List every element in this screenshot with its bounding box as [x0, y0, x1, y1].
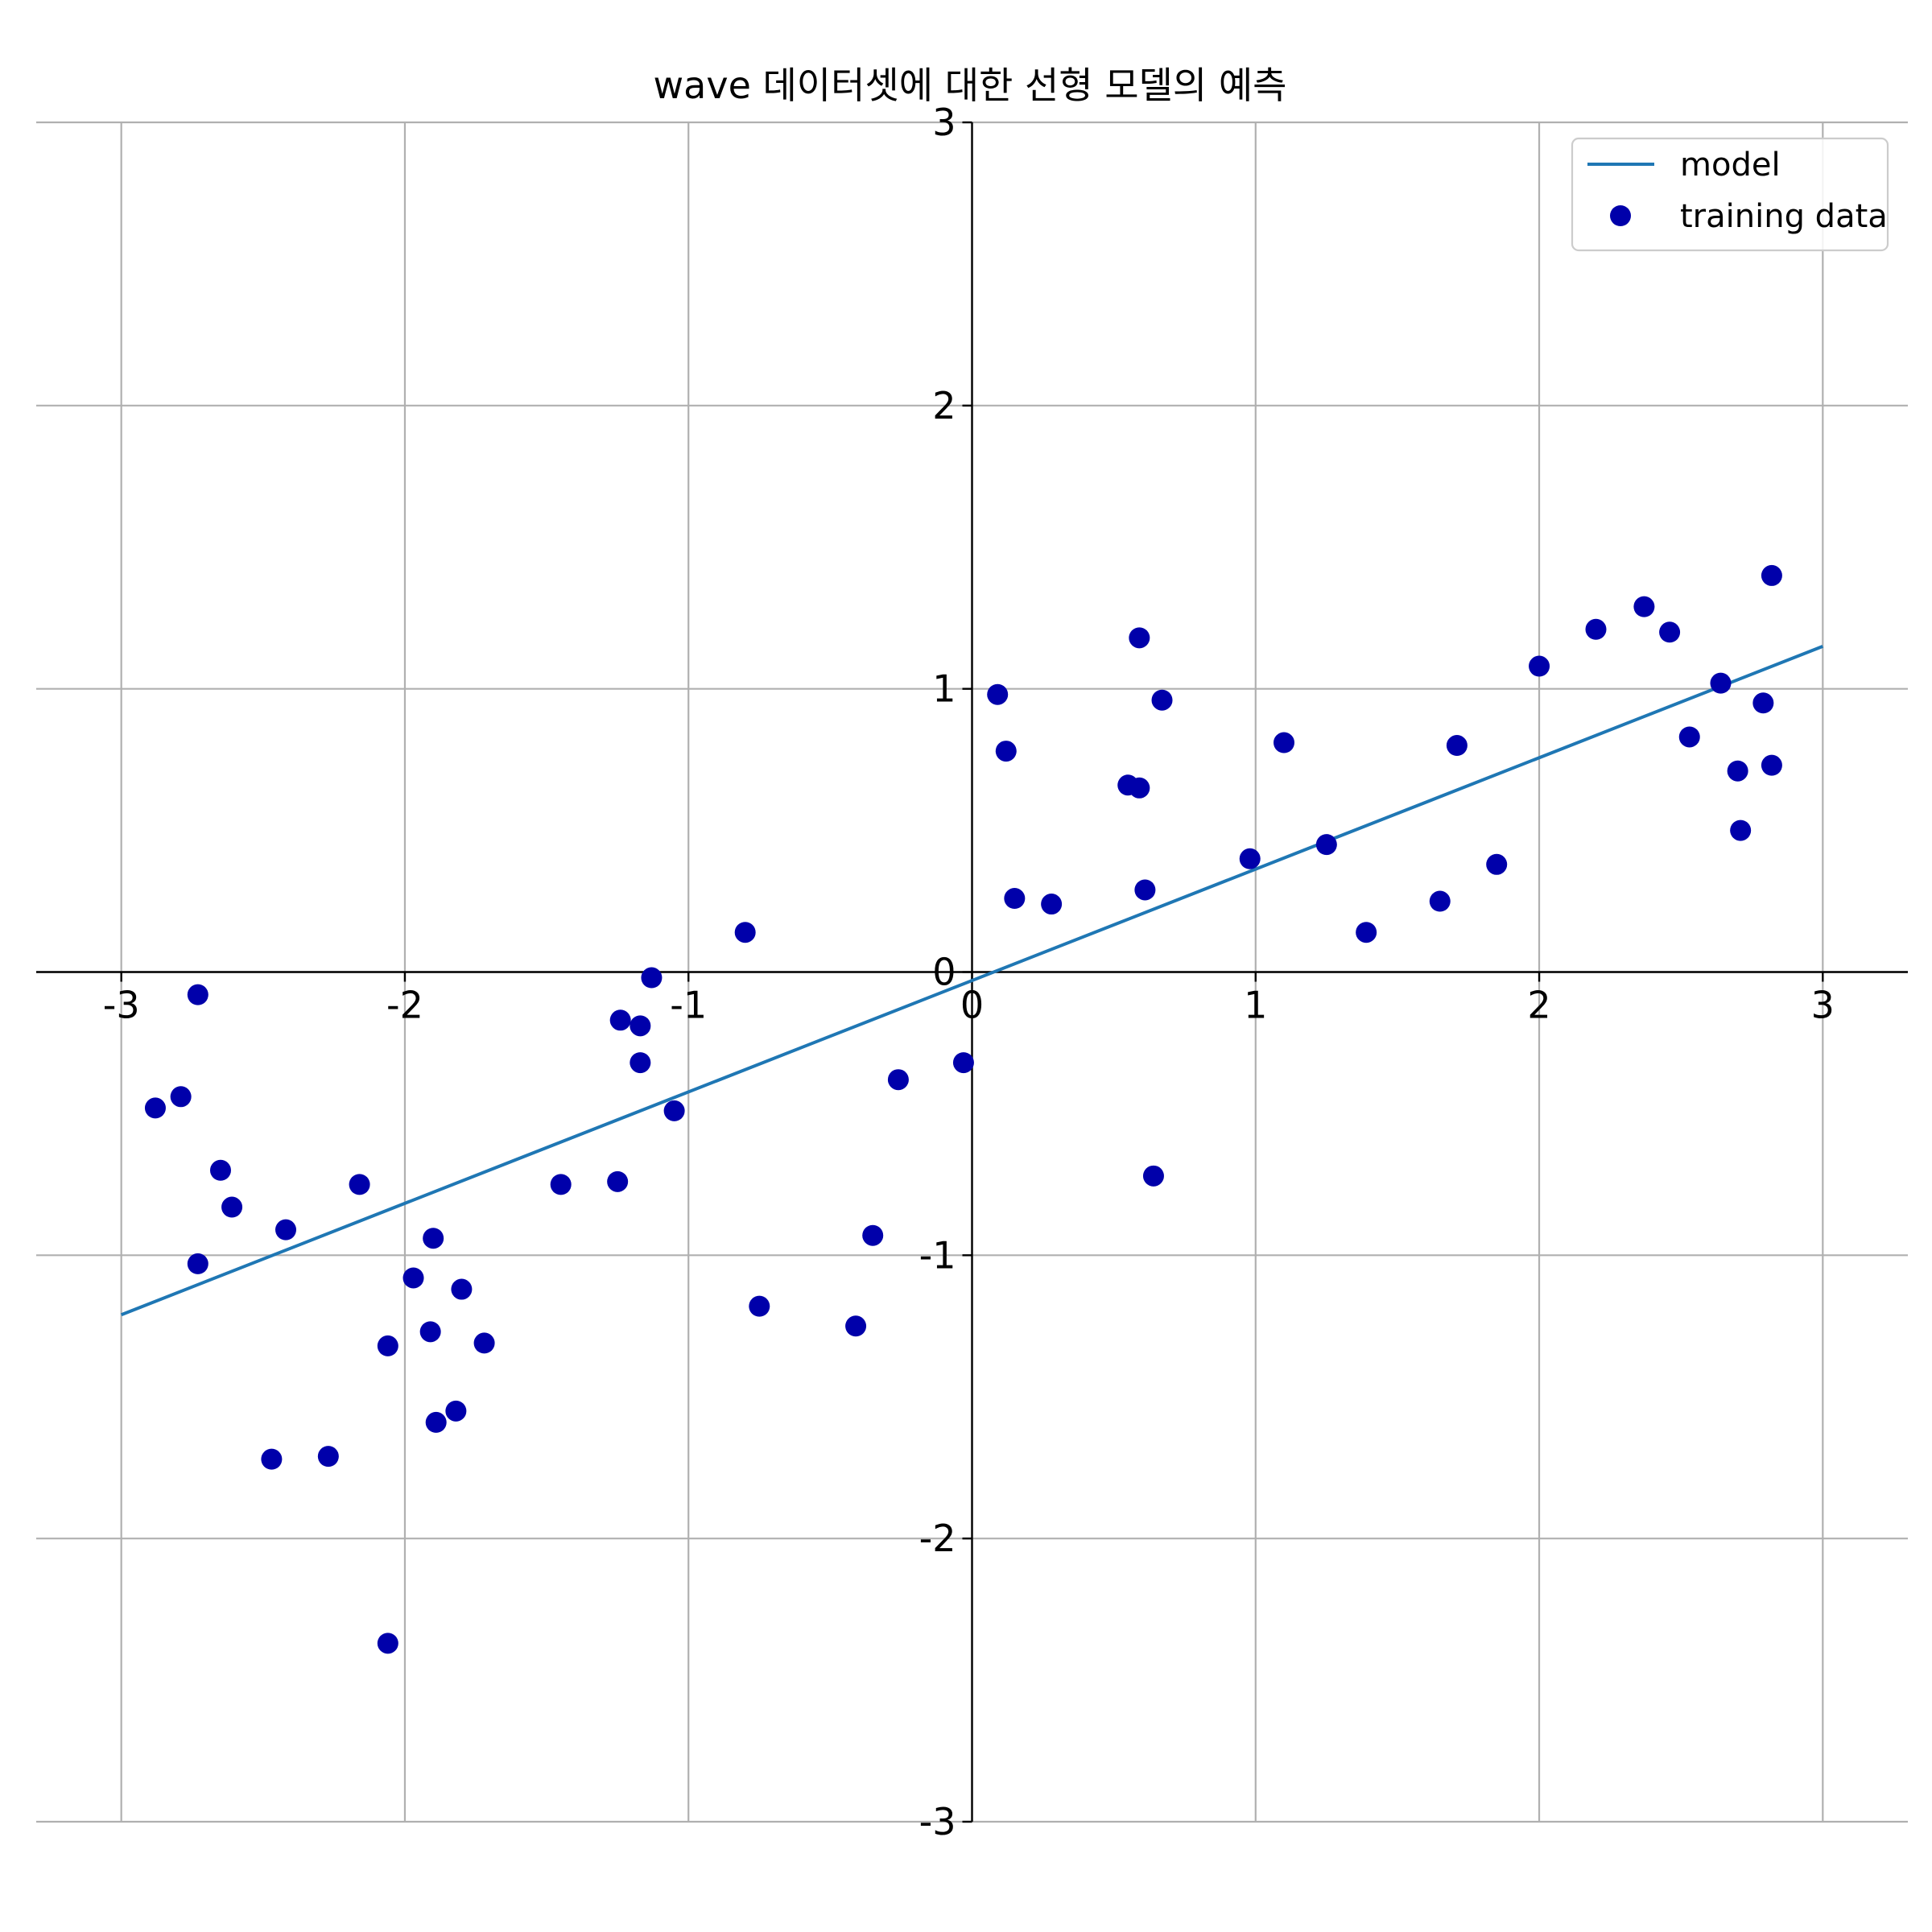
x-tick-label: -1: [670, 984, 707, 1027]
data-point: [1486, 853, 1508, 875]
data-point: [419, 1321, 441, 1343]
chart-title: wave 데이터셋에 대한 선형 모델의 예측: [654, 64, 1287, 107]
legend-box: [1571, 137, 1889, 252]
data-point: [630, 1052, 651, 1074]
data-point: [749, 1295, 770, 1317]
data-point: [1446, 735, 1468, 757]
data-point: [187, 1253, 208, 1274]
data-point: [144, 1097, 166, 1119]
data-point: [1356, 922, 1377, 943]
data-point: [425, 1411, 447, 1433]
data-point: [1142, 1165, 1164, 1187]
data-point: [209, 1159, 231, 1181]
data-point: [995, 741, 1017, 762]
y-tick-label: -2: [919, 1517, 956, 1560]
data-point: [887, 1069, 909, 1091]
origin-label: 0: [932, 951, 956, 994]
data-point: [221, 1196, 243, 1218]
data-point: [275, 1219, 296, 1241]
data-point: [423, 1228, 444, 1249]
data-point: [550, 1174, 572, 1195]
x-tick-label: 0: [960, 984, 984, 1027]
y-tick-label: 2: [932, 384, 956, 427]
data-point: [1239, 848, 1261, 869]
legend-training-label: training data: [1680, 198, 1888, 235]
data-point: [1315, 834, 1337, 856]
x-tick-label: 1: [1244, 984, 1267, 1027]
tick-marks: [120, 121, 1824, 1823]
y-tick-label: 3: [932, 101, 956, 144]
data-point: [862, 1224, 884, 1246]
data-point: [1429, 890, 1451, 912]
data-point: [1761, 564, 1782, 586]
data-point: [845, 1315, 867, 1337]
y-tick-label: -3: [919, 1800, 956, 1843]
data-point: [1633, 596, 1655, 617]
data-point: [1752, 692, 1774, 714]
data-point: [170, 1086, 192, 1108]
data-point: [473, 1332, 495, 1354]
data-point: [445, 1400, 467, 1422]
data-point: [1659, 621, 1681, 643]
data-point: [630, 1015, 651, 1037]
data-point: [451, 1278, 473, 1300]
data-point: [987, 683, 1009, 705]
x-tick-label: 3: [1811, 984, 1835, 1027]
data-point: [349, 1174, 370, 1195]
data-point: [1129, 777, 1150, 799]
data-point: [1274, 732, 1294, 753]
data-point: [317, 1446, 339, 1468]
legend-training-swatch: [1610, 205, 1631, 226]
data-point: [607, 1170, 629, 1192]
data-point: [1678, 726, 1700, 748]
data-point: [1727, 760, 1748, 782]
data-point: [1151, 689, 1173, 711]
data-point: [734, 922, 756, 943]
data-point: [663, 1100, 685, 1121]
legend: model training data: [1571, 137, 1889, 252]
data-point: [187, 984, 208, 1005]
data-point: [1004, 888, 1026, 910]
model-line: [120, 645, 1824, 1317]
data-point: [952, 1052, 974, 1074]
data-point: [1129, 627, 1150, 649]
tick-labels: -3 -2 -1 0 1 2 3 -3 -2 -1 1 2 3 0: [103, 101, 1835, 1843]
data-point: [1585, 618, 1607, 640]
data-point: [377, 1633, 398, 1654]
data-point: [609, 1009, 631, 1031]
data-point: [261, 1448, 283, 1470]
data-point: [1710, 672, 1732, 694]
data-point: [402, 1267, 424, 1289]
data-point: [641, 967, 663, 989]
data-point: [377, 1335, 398, 1356]
x-tick-label: 2: [1527, 984, 1550, 1027]
y-tick-label: 1: [932, 667, 956, 711]
data-point: [1761, 754, 1782, 776]
data-point: [1529, 655, 1550, 677]
data-point: [1041, 894, 1063, 915]
x-tick-label: -3: [103, 984, 140, 1027]
series-layer: [120, 564, 1824, 1654]
y-tick-label: -1: [919, 1233, 956, 1277]
legend-model-label: model: [1680, 147, 1781, 184]
data-point: [1134, 879, 1156, 901]
x-tick-label: -2: [386, 984, 423, 1027]
data-point: [1730, 819, 1752, 841]
